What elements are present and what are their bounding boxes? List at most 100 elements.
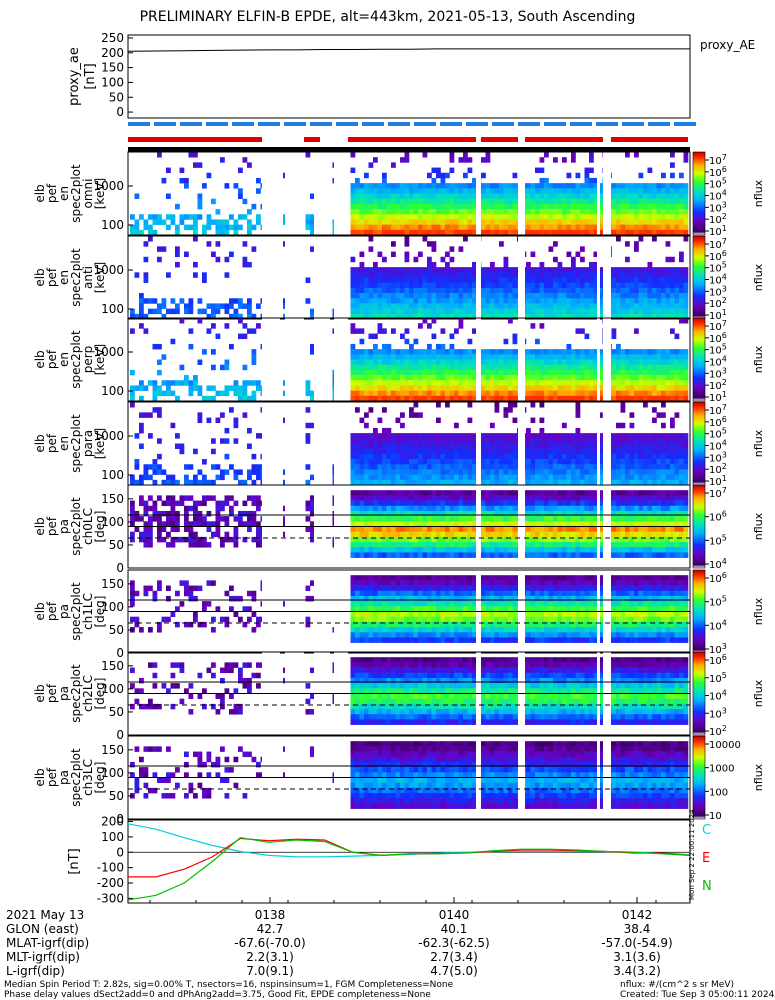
spectrogram-cell (418, 193, 423, 199)
spectrogram-cell (224, 427, 230, 434)
spectrogram-cell (544, 375, 549, 381)
spectrogram-cell (467, 209, 473, 215)
spectrogram-cell (458, 510, 464, 517)
spectrogram-cell (656, 193, 662, 199)
data-gap (285, 236, 304, 319)
colorbar-tick-label: 106 (709, 249, 727, 263)
spectrogram-cell (499, 364, 504, 371)
spectrogram-cell (391, 552, 396, 558)
spectrogram-cell (611, 443, 617, 449)
spectrogram-cell (391, 209, 396, 215)
spectrogram-cell (350, 448, 356, 455)
spectrogram-cell (575, 495, 581, 501)
spectrogram-cell (647, 443, 653, 449)
spectrogram-cell (589, 395, 594, 402)
spectrogram-cell (175, 224, 180, 231)
spectrogram-cell (503, 183, 509, 189)
spectrogram-cell (197, 318, 203, 324)
spectrogram-cell (382, 407, 387, 413)
spectrogram-cell (674, 193, 680, 199)
spectrogram-cell (224, 531, 230, 538)
spectrogram-cell (413, 443, 419, 449)
spectrogram-cell (449, 474, 455, 481)
spectrogram-cell (598, 209, 603, 215)
spectrogram-cell (508, 536, 513, 543)
spectrogram-cell (575, 183, 581, 189)
spectrogram-cell (490, 385, 495, 391)
spectrogram-cell (368, 521, 374, 527)
spectrogram-cell (539, 469, 545, 475)
spectrogram-cell (499, 552, 504, 558)
spectrogram-cell (512, 224, 518, 231)
spectrogram-cell (440, 385, 446, 391)
spectrogram-cell (665, 364, 671, 371)
spectrogram-cell (391, 495, 396, 501)
spectrogram-cell (170, 338, 176, 345)
spectrogram-cell (539, 349, 545, 355)
spectrogram-cell (625, 188, 630, 194)
spectrogram-cell (562, 479, 567, 486)
spectrogram-cell (535, 277, 540, 283)
spectrogram-cell (652, 407, 657, 413)
spectrogram-cell (620, 308, 626, 315)
spectrogram-cell (656, 359, 662, 365)
spectrogram-cell (530, 479, 536, 486)
spectrogram-cell (445, 354, 450, 360)
spectrogram-cell (413, 531, 419, 538)
spectrogram-cell (661, 464, 666, 470)
spectrogram-cell (377, 547, 383, 553)
spectrogram-cell (148, 224, 153, 231)
spectrogram-cell (674, 354, 680, 360)
spectrogram-cell (499, 469, 504, 475)
spectrogram-cell (508, 390, 513, 397)
spectrogram-cell (364, 395, 369, 402)
spectrogram-cell (458, 318, 464, 324)
spectrogram-cell (485, 395, 491, 402)
spectrogram-cell (247, 209, 252, 215)
spectrogram-cell (431, 495, 437, 501)
spectrogram-cell (652, 193, 657, 199)
spectrogram-cell (589, 369, 594, 376)
spectrogram-cell (503, 219, 509, 225)
axis-label-line: en (57, 352, 71, 367)
spectrogram-cell (575, 224, 581, 231)
spectrogram-cell (395, 516, 401, 522)
spectrogram-cell (512, 359, 518, 365)
spectrogram-cell (368, 395, 374, 402)
spectrogram-cell (454, 433, 459, 439)
spectrogram-cell (449, 308, 455, 315)
spectrogram-cell (665, 293, 671, 299)
spectrogram-cell (220, 536, 225, 543)
spectrogram-cell (485, 385, 491, 391)
spectrogram-cell (566, 364, 572, 371)
spectrogram-cell (197, 308, 203, 315)
spectrogram-cell (251, 469, 257, 475)
spectrogram-cell (184, 536, 189, 543)
spectrogram-cell (440, 193, 446, 199)
spectrogram-cell (571, 542, 576, 548)
spectrogram-cell (427, 198, 432, 205)
spectrogram-cell (400, 395, 405, 402)
spectrogram-cell (539, 552, 545, 558)
spectrogram-cell (413, 293, 419, 299)
spectrogram-cell (220, 303, 225, 309)
spectrogram-cell (427, 369, 432, 376)
spectrogram-cell (422, 229, 428, 236)
spectrogram-cell (472, 267, 477, 273)
spectrogram-cell (373, 282, 378, 289)
spectrogram-cell (368, 313, 374, 320)
spectrogram-cell (512, 203, 518, 210)
spectrogram-cell (598, 390, 603, 397)
spectrogram-cell (548, 272, 554, 278)
spectrogram-cell (643, 505, 648, 512)
spectrogram-cell (647, 354, 653, 360)
spectrogram-cell (643, 219, 648, 225)
spectrogram-cell (539, 510, 545, 517)
figure-title: PRELIMINARY ELFIN-B EPDE, alt=443km, 202… (139, 9, 636, 25)
spectrogram-cell (179, 536, 185, 543)
spectrogram-cell (373, 375, 378, 381)
y-tick-label: 1000 (93, 263, 124, 277)
spectrogram-cell (364, 547, 369, 553)
spectrogram-cell (638, 469, 644, 475)
spectrogram-cell (575, 193, 581, 199)
